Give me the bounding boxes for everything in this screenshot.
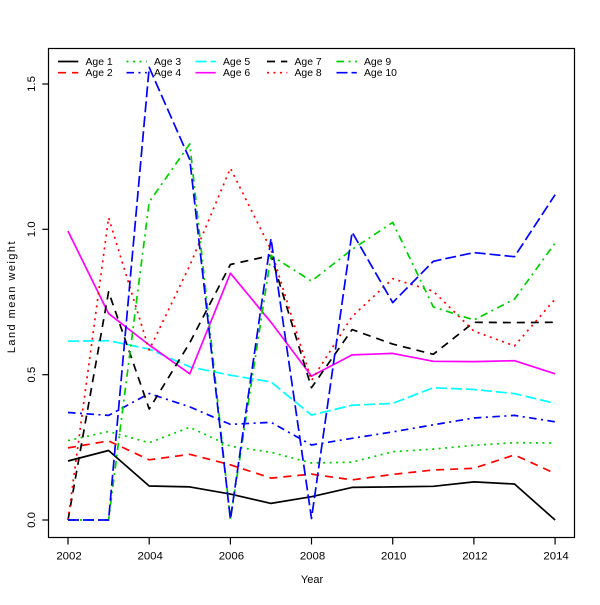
svg-text:Age 5: Age 5 <box>223 57 250 68</box>
svg-text:2002: 2002 <box>56 551 81 563</box>
svg-text:2010: 2010 <box>381 551 406 563</box>
svg-text:Age 3: Age 3 <box>154 57 181 68</box>
svg-text:Age 4: Age 4 <box>154 68 181 79</box>
svg-text:0.0: 0.0 <box>26 512 38 528</box>
svg-text:2008: 2008 <box>300 551 325 563</box>
svg-text:2012: 2012 <box>462 551 487 563</box>
svg-text:2004: 2004 <box>138 551 163 563</box>
svg-text:Land mean weight: Land mean weight <box>6 240 18 353</box>
svg-text:1.5: 1.5 <box>26 76 38 92</box>
svg-text:1.0: 1.0 <box>26 221 38 237</box>
svg-text:Age 8: Age 8 <box>295 68 322 79</box>
svg-text:2014: 2014 <box>543 551 568 563</box>
svg-text:0.5: 0.5 <box>26 367 38 383</box>
svg-text:Age 7: Age 7 <box>295 57 322 68</box>
svg-text:Age 1: Age 1 <box>86 57 113 68</box>
svg-text:Year: Year <box>301 574 324 586</box>
svg-text:Age 10: Age 10 <box>364 68 397 79</box>
svg-text:Age 6: Age 6 <box>223 68 250 79</box>
svg-text:Age 2: Age 2 <box>86 68 113 79</box>
svg-text:Age 9: Age 9 <box>364 57 391 68</box>
svg-text:2006: 2006 <box>219 551 244 563</box>
